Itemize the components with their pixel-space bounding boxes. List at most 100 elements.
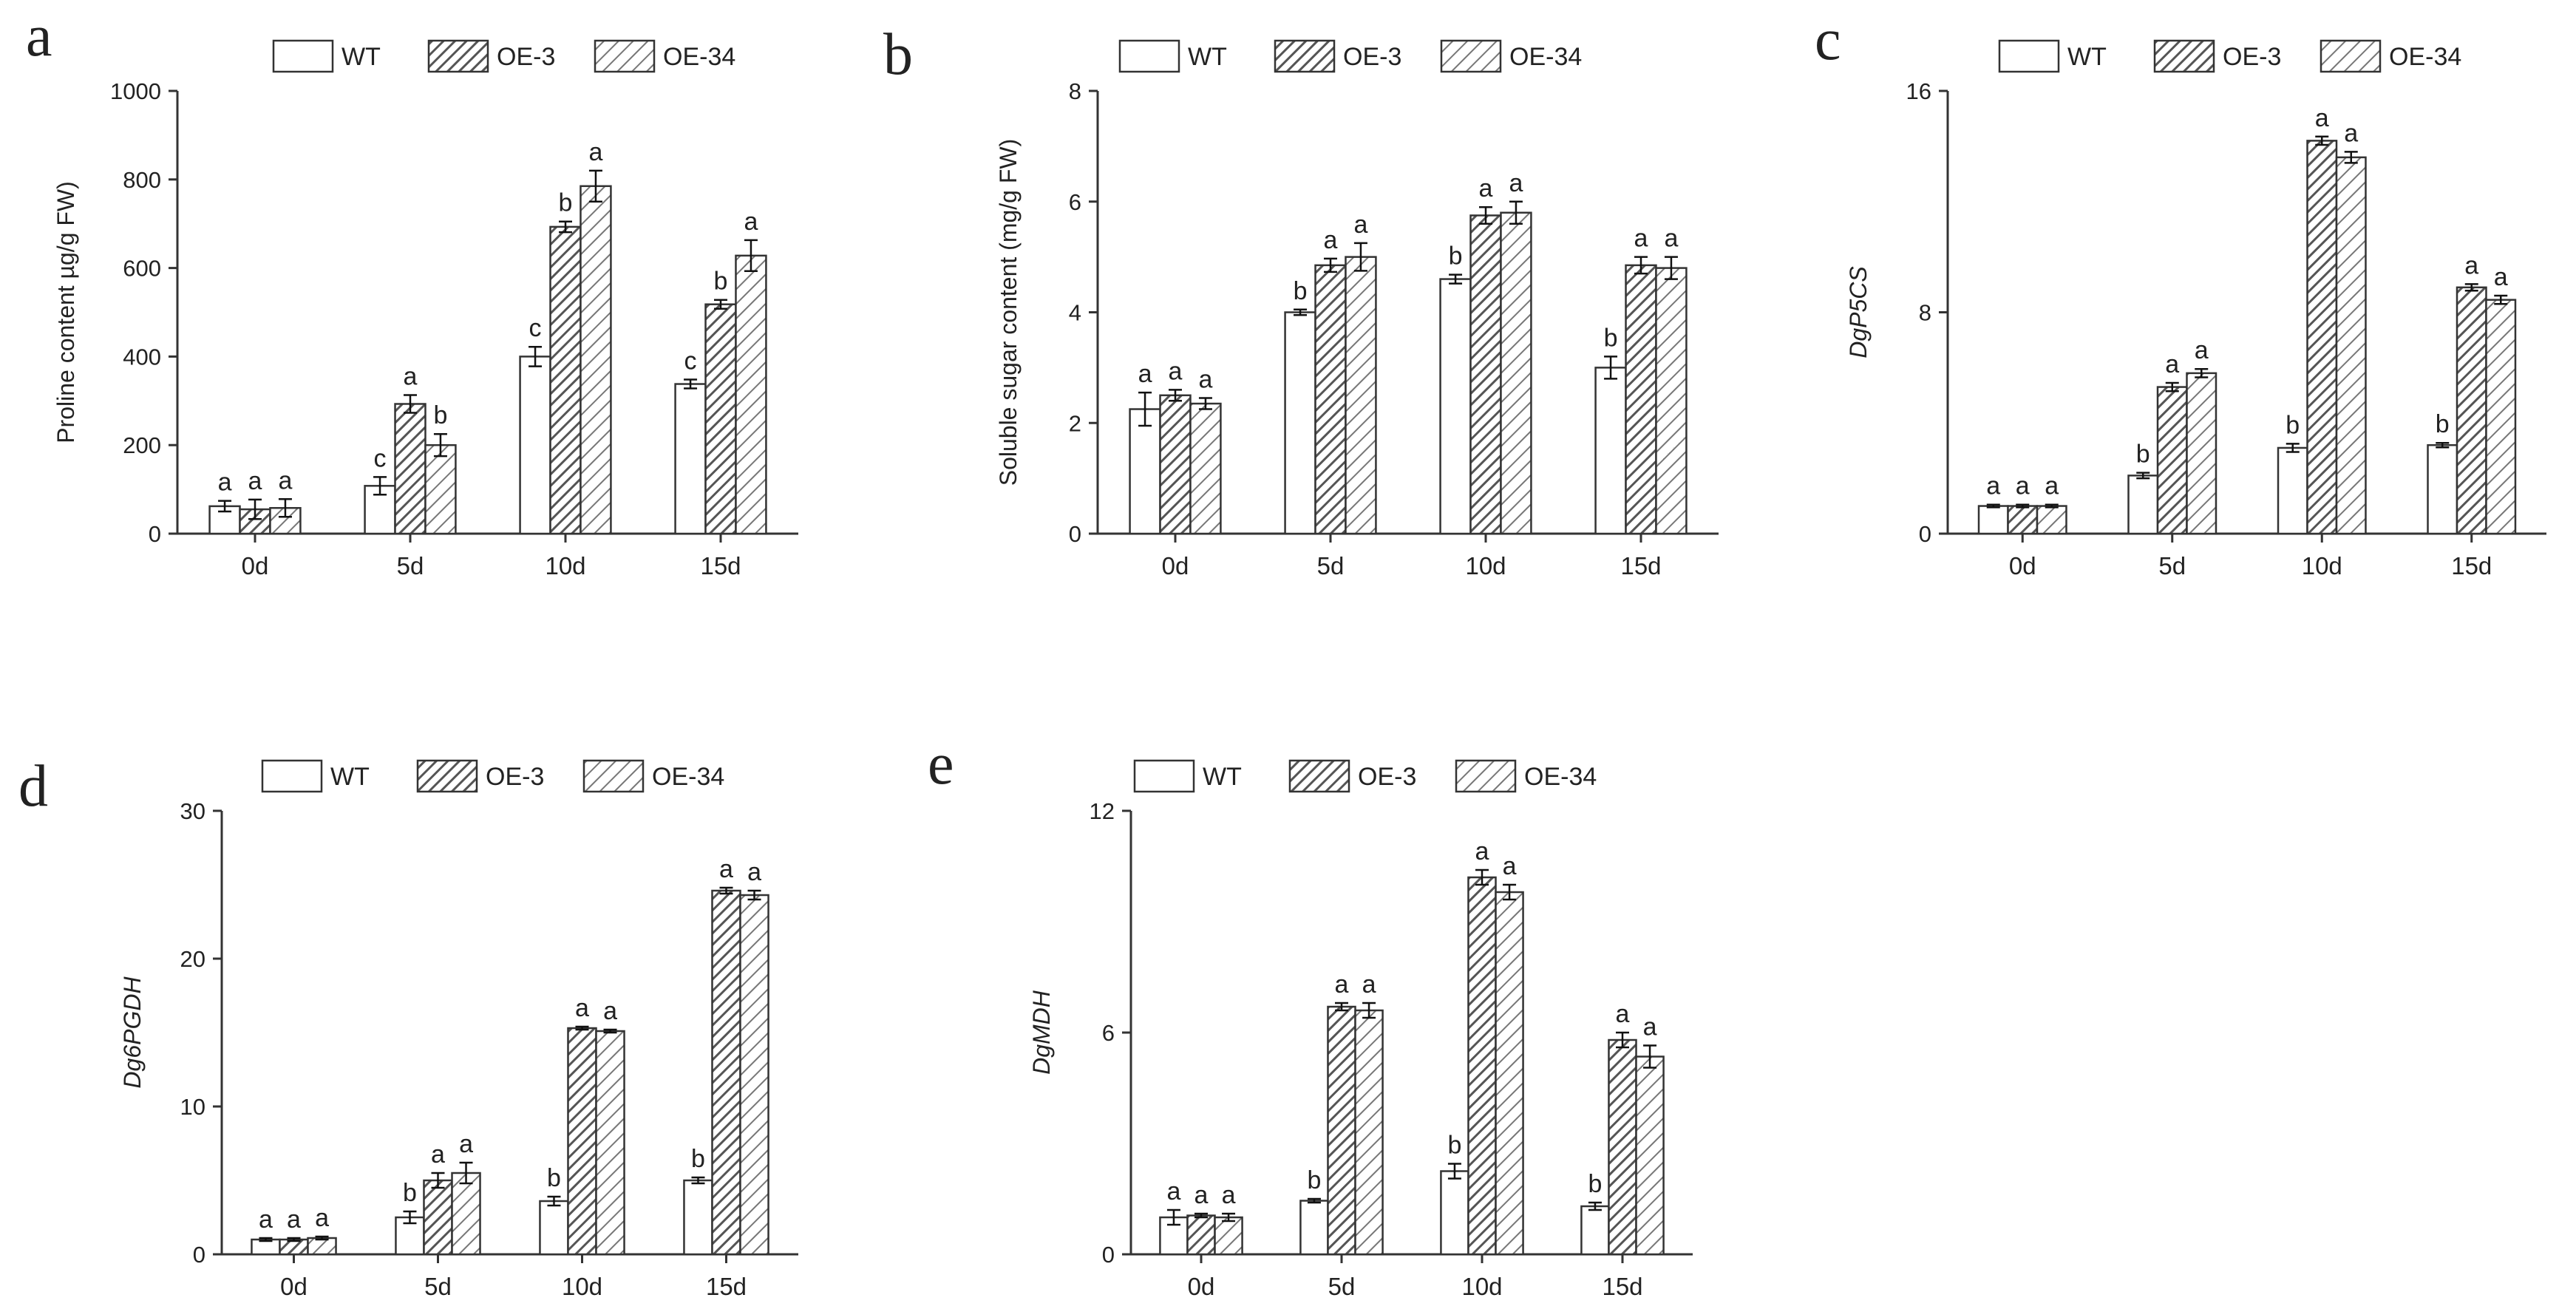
significance-letter: a xyxy=(1166,1177,1180,1206)
y-tick-label: 200 xyxy=(123,432,161,458)
bar-wt xyxy=(674,383,707,535)
bar-oe-34 xyxy=(735,254,767,535)
bar-wt xyxy=(1580,1205,1610,1256)
legend-swatch-wt xyxy=(1133,759,1195,793)
bar-oe-34 xyxy=(739,894,769,1256)
y-axis-label: DgMDH xyxy=(1028,990,1055,1075)
x-tick-label: 5d xyxy=(2158,552,2186,579)
bar-wt xyxy=(1977,505,2009,535)
bar-oe-3 xyxy=(567,1027,597,1256)
significance-letter: a xyxy=(1353,211,1367,239)
bar-oe-3 xyxy=(2156,386,2188,535)
bar-wt xyxy=(1299,1200,1329,1256)
significance-letter: a xyxy=(2045,472,2059,500)
bar-oe-3 xyxy=(1469,214,1502,535)
significance-letter: a xyxy=(747,858,761,886)
x-tick-label: 15d xyxy=(700,552,741,579)
significance-letter: a xyxy=(2344,119,2358,147)
significance-letter: a xyxy=(2494,263,2508,291)
significance-letter: a xyxy=(2315,104,2329,132)
legend-label: WT xyxy=(341,43,381,71)
bar-oe-3 xyxy=(1327,1005,1356,1256)
bar-oe-34 xyxy=(1635,1055,1665,1256)
panel-letter: b xyxy=(883,22,913,87)
y-tick-label: 0 xyxy=(1919,521,1931,547)
significance-letter: a xyxy=(1138,360,1152,388)
y-tick-label: 16 xyxy=(1906,78,1931,104)
significance-letter: a xyxy=(404,363,418,391)
x-tick-label: 0d xyxy=(1188,1273,1215,1300)
bar-oe-3 xyxy=(394,403,426,535)
bar-oe-34 xyxy=(451,1172,481,1256)
significance-letter: a xyxy=(1324,226,1338,254)
y-tick-label: 0 xyxy=(149,521,161,547)
x-tick-label: 5d xyxy=(1328,1273,1356,1300)
bar-oe-3 xyxy=(423,1179,453,1256)
y-axis-label: Dg6PGDH xyxy=(119,976,146,1089)
panel-letter: e xyxy=(928,732,954,797)
panel-letter: d xyxy=(18,754,48,819)
significance-letter: b xyxy=(1604,324,1618,352)
significance-letter: a xyxy=(1616,1000,1630,1028)
x-tick-label: 5d xyxy=(424,1273,452,1300)
y-tick-label: 1000 xyxy=(110,78,161,104)
significance-letter: b xyxy=(559,189,573,217)
significance-letter: a xyxy=(1986,472,2000,500)
legend-swatch-oe-34 xyxy=(1455,759,1517,793)
legend-swatch-oe-34 xyxy=(1440,39,1502,73)
legend-swatch-oe-34 xyxy=(594,39,656,73)
significance-letter: a xyxy=(588,138,602,166)
significance-letter: a xyxy=(315,1204,329,1232)
bar-oe-34 xyxy=(1655,267,1688,535)
legend-label: OE-3 xyxy=(486,763,544,791)
legend-label: OE-3 xyxy=(2223,43,2281,71)
significance-letter: a xyxy=(1222,1181,1236,1209)
bar-oe-34 xyxy=(1500,211,1532,535)
y-tick-label: 0 xyxy=(1102,1242,1115,1268)
legend-swatch-oe-3 xyxy=(416,759,478,793)
significance-letter: a xyxy=(218,469,232,497)
bar-wt xyxy=(2277,446,2308,535)
bar-oe-3 xyxy=(1159,394,1192,535)
legend-label: WT xyxy=(1203,763,1242,791)
y-tick-label: 0 xyxy=(193,1242,205,1268)
y-tick-label: 400 xyxy=(123,344,161,370)
significance-letter: a xyxy=(2016,472,2030,500)
bar-wt xyxy=(683,1179,713,1256)
x-tick-label: 15d xyxy=(706,1273,747,1300)
y-axis-label: Proline content µg/g FW) xyxy=(52,181,79,443)
legend-label: OE-3 xyxy=(1343,43,1401,71)
legend-swatch-wt xyxy=(272,39,334,73)
y-tick-label: 12 xyxy=(1090,798,1115,824)
y-tick-label: 8 xyxy=(1919,300,1931,326)
significance-letter: b xyxy=(1294,277,1308,305)
significance-letter: a xyxy=(1198,366,1212,394)
significance-letter: b xyxy=(2136,441,2150,469)
significance-letter: b xyxy=(714,268,728,296)
bar-oe-34 xyxy=(2036,505,2067,535)
legend-label: OE-34 xyxy=(2389,43,2461,71)
legend-swatch-oe-34 xyxy=(582,759,645,793)
significance-letter: a xyxy=(1634,225,1648,253)
y-axis-label: DgP5CS xyxy=(1845,266,1872,358)
x-tick-label: 5d xyxy=(1317,552,1345,579)
significance-letter: a xyxy=(1664,225,1678,253)
legend-label: OE-34 xyxy=(1524,763,1597,791)
significance-letter: a xyxy=(459,1130,473,1158)
x-tick-label: 5d xyxy=(397,552,424,579)
significance-letter: a xyxy=(1509,169,1523,197)
legend-label: OE-34 xyxy=(663,43,735,71)
bar-wt xyxy=(519,356,551,535)
y-tick-label: 10 xyxy=(180,1094,205,1120)
significance-letter: a xyxy=(1643,1013,1657,1041)
significance-letter: b xyxy=(433,401,447,429)
legend-label: OE-34 xyxy=(652,763,724,791)
bar-wt xyxy=(1440,1170,1469,1256)
significance-letter: a xyxy=(259,1206,273,1234)
panel-letter: a xyxy=(26,4,52,69)
significance-letter: a xyxy=(575,994,589,1022)
significance-letter: a xyxy=(287,1206,301,1234)
significance-letter: c xyxy=(529,314,542,342)
bar-oe-34 xyxy=(424,443,457,535)
